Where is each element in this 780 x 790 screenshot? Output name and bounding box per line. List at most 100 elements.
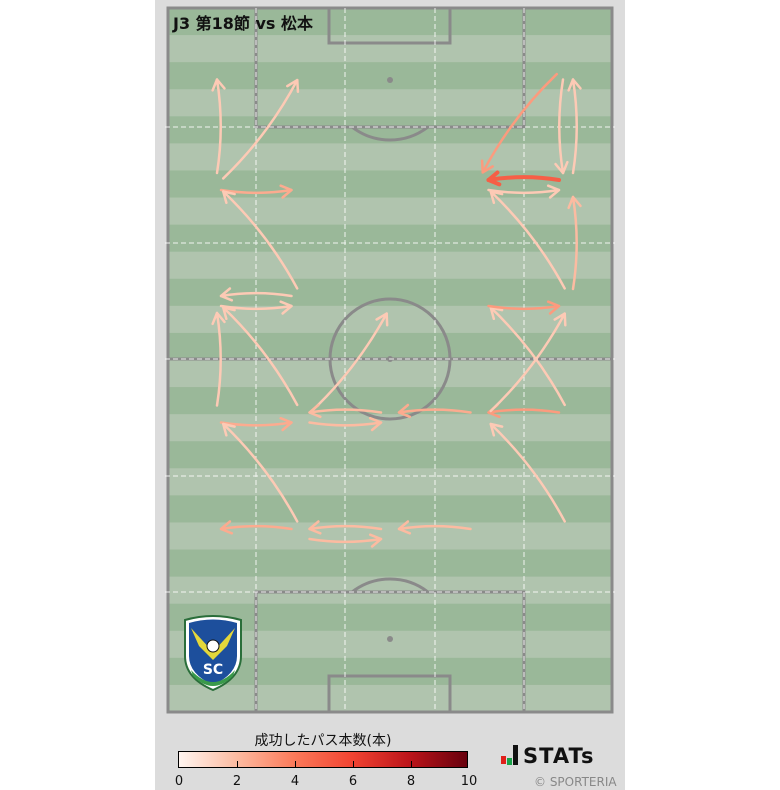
pass-arrow xyxy=(397,520,472,535)
pass-arrow-head xyxy=(489,422,504,437)
colorbar-tick-mark xyxy=(295,761,296,767)
pass-arrow xyxy=(567,195,582,291)
pass-arrow-line xyxy=(489,306,566,407)
pass-arrow xyxy=(308,403,383,419)
pass-arrow xyxy=(221,78,300,180)
pass-arrow-line xyxy=(481,72,559,174)
pass-arrow-line xyxy=(571,195,578,291)
pass-arrow xyxy=(554,78,569,175)
pass-arrow xyxy=(489,312,567,413)
pass-arrow-head xyxy=(211,78,226,92)
colorbar xyxy=(178,751,468,768)
pass-arrow xyxy=(219,184,293,199)
pass-arrow-line xyxy=(221,306,299,407)
pass-arrow xyxy=(397,403,472,419)
pitch-stripe xyxy=(168,657,612,686)
pitch-stripe xyxy=(168,62,612,90)
pass-arrow xyxy=(221,422,299,523)
pass-arrow-line xyxy=(308,524,383,531)
colorbar-tick-mark xyxy=(411,761,412,767)
pitch-stripe xyxy=(168,8,612,36)
pitch-stripe xyxy=(168,684,612,713)
pass-arrow-head xyxy=(480,159,494,174)
pass-arrow-head xyxy=(286,78,300,93)
colorbar-tick-label: 4 xyxy=(290,774,300,789)
pass-arrow-head xyxy=(368,416,383,432)
pitch-stripe xyxy=(168,143,612,171)
pass-arrow-line xyxy=(221,422,299,523)
pass-arrows xyxy=(211,72,582,548)
stats-bars-icon xyxy=(501,745,518,765)
pass-arrow-line xyxy=(487,408,561,414)
pitch-stripe xyxy=(168,89,612,117)
pass-arrow-head xyxy=(221,306,236,321)
colorbar-tick-label: 10 xyxy=(460,774,478,789)
penalty-spot-top xyxy=(387,77,393,83)
pass-arrow xyxy=(480,72,559,174)
pitch-stripe xyxy=(168,224,612,253)
pass-arrow-line xyxy=(571,78,578,175)
pass-arrow-head xyxy=(486,170,502,187)
pass-arrow xyxy=(487,184,561,199)
pass-arrow-line xyxy=(219,421,293,427)
pass-arrow-head xyxy=(211,311,226,326)
pass-arrow-line xyxy=(489,190,566,290)
pitch-stripe xyxy=(168,35,612,63)
penalty-arc-bottom xyxy=(351,577,429,594)
pass-arrow-line xyxy=(221,78,299,180)
pass-arrow-head xyxy=(222,190,236,204)
colorbar-tick-label: 0 xyxy=(174,774,184,789)
colorbar-tick-mark xyxy=(353,761,354,767)
pass-arrow-head xyxy=(368,533,383,548)
pass-arrow xyxy=(219,300,293,315)
pass-arrow-head xyxy=(567,195,582,210)
pass-arrow-head xyxy=(397,403,412,419)
pitch-stripe xyxy=(168,441,612,469)
pass-arrow-head xyxy=(219,520,234,535)
pass-arrow-line xyxy=(219,524,293,531)
goal-area-top xyxy=(327,6,452,45)
colorbar-tick-label: 2 xyxy=(232,774,242,789)
pass-arrow-line xyxy=(215,311,222,407)
pass-arrow-line xyxy=(397,408,472,414)
pass-arrow-line xyxy=(489,422,566,523)
copyright: © SPORTERIA xyxy=(534,775,617,789)
pass-arrow-head xyxy=(221,422,236,437)
pitch-stripe xyxy=(168,576,612,605)
pass-arrow-line xyxy=(310,312,388,413)
zone-grid xyxy=(165,8,615,712)
pitch-stripe xyxy=(168,278,612,307)
svg-text:SC: SC xyxy=(203,662,223,678)
pass-arrow-head xyxy=(546,184,561,199)
pass-arrow xyxy=(211,78,226,175)
colorbar-title: 成功したパス本数(本) xyxy=(254,733,392,749)
pass-arrow-head xyxy=(546,300,561,315)
pitch-stripe xyxy=(168,305,612,334)
pass-arrow-line xyxy=(219,291,293,298)
pass-arrow xyxy=(310,312,389,413)
pass-arrow-line xyxy=(487,188,561,195)
pass-arrow xyxy=(487,300,561,315)
pass-arrow xyxy=(567,78,582,175)
pass-arrow-line xyxy=(308,421,383,427)
pass-arrow-line xyxy=(222,190,299,290)
pass-arrow-line xyxy=(489,312,566,413)
pitch-stripe xyxy=(168,251,612,280)
pass-arrow-line xyxy=(219,304,293,311)
pass-arrow xyxy=(219,287,293,302)
pass-arrow-line xyxy=(486,175,561,182)
penalty-arc-top xyxy=(351,125,429,142)
pass-arrow-line xyxy=(308,408,383,414)
pass-arrow xyxy=(219,416,293,432)
pass-arrow xyxy=(489,422,566,523)
stats-brand: STATs xyxy=(523,744,595,768)
colorbar-tick-mark xyxy=(237,761,238,767)
pass-arrow xyxy=(308,520,383,535)
pass-arrow-line xyxy=(219,188,293,195)
pass-arrow xyxy=(219,520,293,535)
pass-arrow-head xyxy=(219,287,234,302)
stats-logo: STATs xyxy=(501,744,595,768)
pass-arrow-head xyxy=(375,312,389,327)
penalty-spot-bottom xyxy=(387,636,393,642)
